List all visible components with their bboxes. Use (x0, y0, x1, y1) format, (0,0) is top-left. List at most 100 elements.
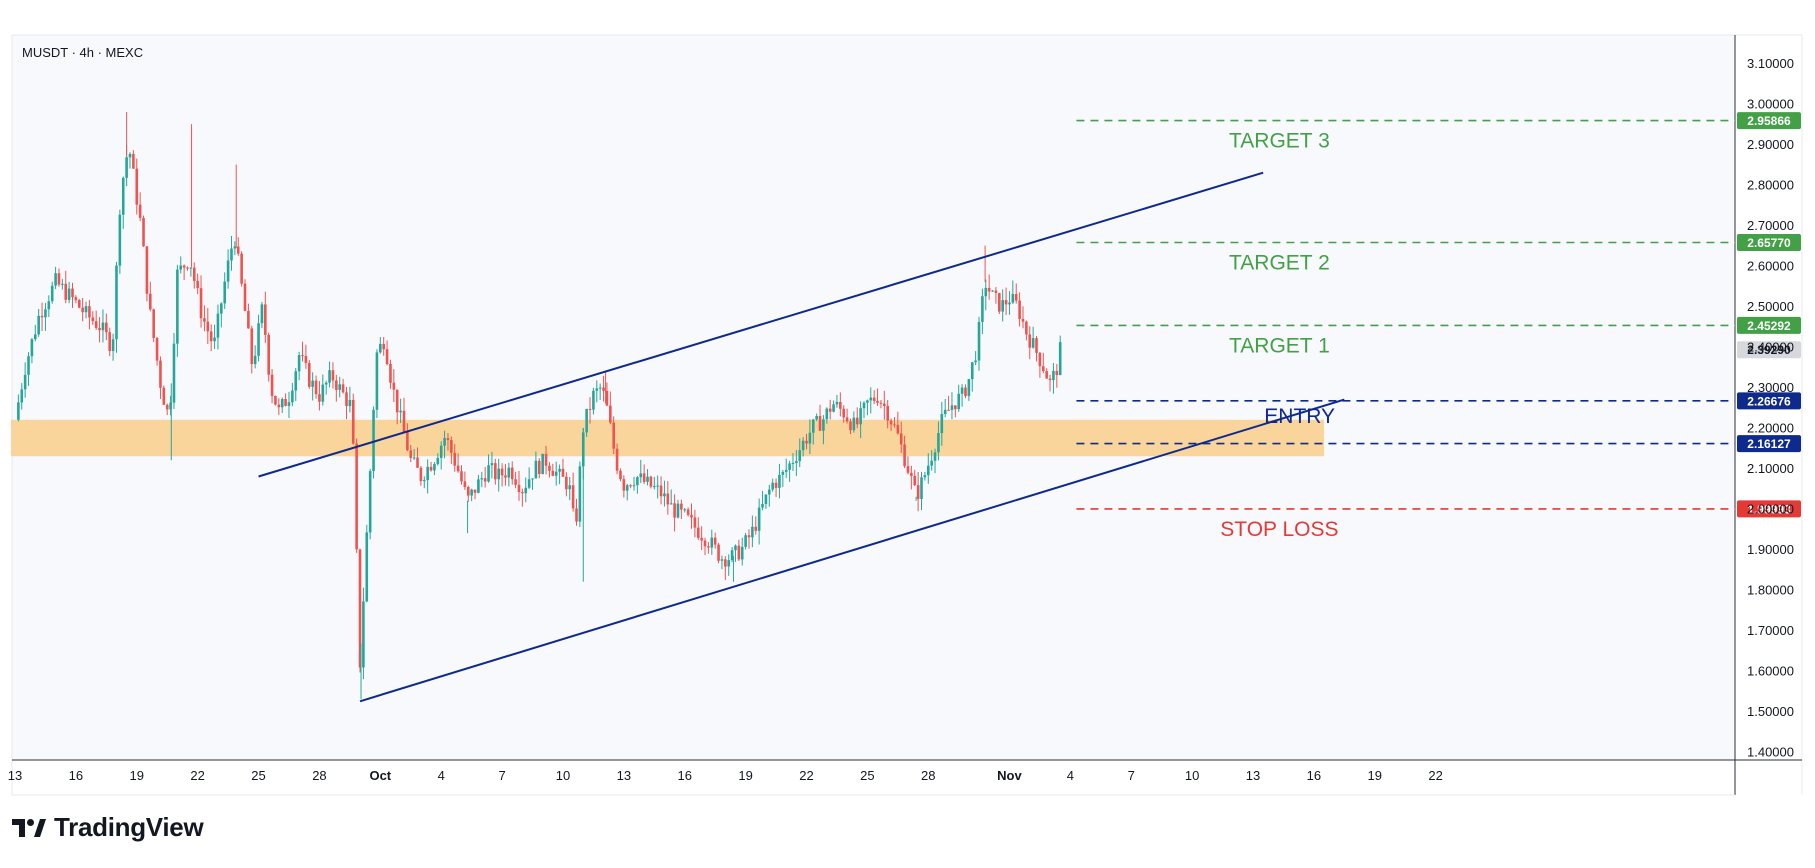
candle-body-215 (744, 535, 747, 547)
candle-body-201 (696, 527, 700, 538)
x-tick-21: 16 (1307, 768, 1321, 783)
candle-body-197 (683, 509, 687, 511)
candle-body-152 (531, 478, 534, 480)
support-zone (11, 419, 1325, 457)
candle-body-242 (835, 401, 839, 405)
candle-body-91 (324, 382, 328, 385)
candle-body-104 (368, 471, 372, 533)
candle-body-139 (487, 465, 490, 482)
tradingview-wordmark: TradingView (54, 812, 204, 842)
x-tick-15: 28 (921, 768, 935, 783)
candle-body-0 (17, 402, 20, 420)
x-tick-9: 10 (556, 768, 570, 783)
candle-body-79 (284, 398, 287, 406)
candle-body-308 (1058, 342, 1062, 375)
candle-body-110 (389, 364, 392, 383)
candle-body-185 (642, 473, 646, 482)
y-tick-6: 2.50000 (1747, 299, 1794, 314)
candle-body-295 (1014, 293, 1018, 301)
candle-body-306 (1052, 370, 1055, 381)
candle-body-213 (737, 545, 741, 560)
candle-body-105 (372, 409, 375, 472)
candle-body-219 (757, 507, 761, 531)
channel-lower-line[interactable] (359, 398, 1345, 703)
candle-body-184 (639, 473, 643, 478)
candle-body-159 (554, 471, 558, 476)
y-tick-10: 2.10000 (1747, 461, 1794, 476)
candle-body-278 (957, 393, 961, 410)
candle-body-258 (889, 420, 893, 425)
candle-body-64 (233, 246, 237, 249)
candle-body-25 (101, 322, 105, 331)
candle-body-297 (1021, 318, 1025, 322)
candle-body-26 (105, 322, 108, 333)
candle-body-138 (483, 478, 487, 482)
channel-upper-line[interactable] (258, 171, 1264, 478)
candle-body-155 (541, 453, 544, 475)
candle-body-235 (811, 419, 815, 433)
candle-body-19 (81, 307, 84, 313)
candle-body-196 (680, 503, 683, 510)
entry_low-price-tag (1737, 435, 1801, 453)
candle-body-290 (998, 293, 1001, 312)
candle-body-100 (355, 443, 358, 550)
y-tick-1: 3.00000 (1747, 96, 1794, 111)
candle-body-207 (717, 544, 720, 561)
candle-body-263 (906, 466, 910, 473)
candle-body-17 (74, 297, 78, 301)
candle-body-288 (991, 290, 994, 292)
candle-body-190 (659, 485, 663, 497)
candle-body-130 (456, 465, 460, 472)
candle-body-50 (186, 267, 189, 269)
candle-body-177 (615, 448, 619, 471)
x-tick-17: 4 (1067, 768, 1074, 783)
candle-body-10 (50, 285, 54, 302)
candle-body-80 (287, 402, 291, 406)
candle-body-36 (138, 204, 142, 218)
candle-body-273 (940, 414, 944, 434)
candle-body-27 (108, 332, 112, 352)
candle-body-237 (818, 415, 822, 431)
y-tick-15: 1.60000 (1747, 663, 1794, 678)
candle-body-8 (44, 309, 47, 318)
candle-body-266 (916, 485, 920, 499)
candle-body-13 (61, 283, 64, 285)
candle-body-149 (521, 492, 524, 494)
candle-body-176 (612, 422, 616, 449)
candle-body-33 (128, 153, 132, 158)
x-tick-12: 19 (738, 768, 752, 783)
candle-body-231 (798, 450, 802, 462)
candle-body-186 (646, 476, 649, 482)
candle-body-73 (264, 304, 267, 335)
candle-body-272 (937, 433, 940, 453)
candle-body-67 (243, 283, 247, 311)
candle-body-293 (1008, 302, 1011, 305)
candle-body-222 (768, 489, 771, 495)
candle-body-88 (314, 380, 318, 395)
candle-body-111 (392, 382, 396, 390)
candle-body-117 (412, 457, 416, 459)
target2-text-label: TARGET 2 (1229, 251, 1330, 274)
candle-body-265 (913, 475, 917, 486)
candle-body-296 (1018, 300, 1021, 319)
candle-body-264 (910, 472, 913, 476)
target2-price-tag (1737, 233, 1801, 251)
candle-body-4 (30, 339, 34, 357)
candle-body-72 (260, 304, 264, 324)
candle-body-61 (223, 281, 227, 304)
candle-body-71 (257, 323, 260, 356)
candle-body-270 (930, 460, 933, 466)
target1-price-label: 2.45292 (1747, 319, 1791, 333)
candle-body-241 (832, 404, 835, 412)
candle-body-243 (839, 401, 842, 409)
candle-body-75 (270, 374, 274, 396)
x-tick-10: 13 (617, 768, 631, 783)
candle-body-89 (318, 394, 321, 402)
candle-body-116 (409, 450, 413, 458)
candle-body-203 (703, 540, 707, 547)
candle-body-244 (842, 408, 846, 418)
candle-body-106 (375, 352, 379, 410)
x-tick-4: 25 (251, 768, 265, 783)
candle-body-240 (828, 408, 832, 412)
